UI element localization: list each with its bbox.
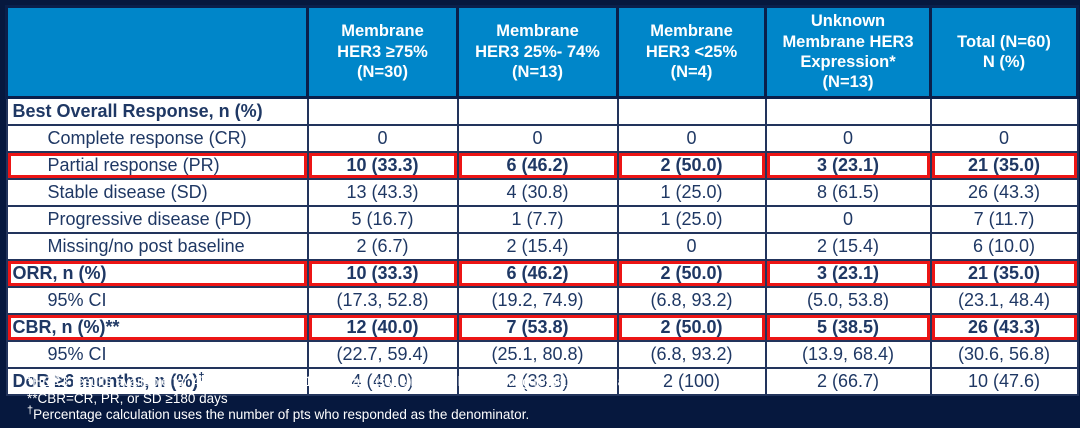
- cell: 2 (50.0): [616, 150, 767, 180]
- cell: 0: [456, 123, 619, 153]
- cell: 5 (38.5): [764, 312, 932, 342]
- cell: 3 (23.1): [764, 258, 932, 288]
- cell: 0: [616, 123, 767, 153]
- footnote-percentage-calculation: †Percentage calculation uses the number …: [27, 404, 530, 422]
- cell: 7 (53.8): [456, 312, 619, 342]
- table-row-complete-response: Complete response (CR) 0 0 0 0 0: [5, 123, 1079, 153]
- row-label: Progressive disease (PD): [5, 204, 309, 234]
- cell: 13 (43.3): [306, 177, 459, 207]
- cell: [764, 96, 932, 126]
- cell: 2 (100): [616, 366, 767, 396]
- header-row: Membrane HER3 ≥75% (N=30) Membrane HER3 …: [5, 5, 1079, 99]
- cell: (17.3, 52.8): [306, 285, 459, 315]
- table-row-stable-disease: Stable disease (SD) 13 (43.3) 4 (30.8) 1…: [5, 177, 1079, 207]
- dagger-marker: †: [27, 404, 34, 417]
- cell: 5 (16.7): [306, 204, 459, 234]
- cell: 0: [306, 123, 459, 153]
- cell: 2 (50.0): [616, 312, 767, 342]
- cell: 0: [929, 123, 1079, 153]
- cell: 21 (35.0): [929, 258, 1079, 288]
- cell: (23.1, 48.4): [929, 285, 1079, 315]
- cell: (13.9, 68.4): [764, 339, 932, 369]
- cell: 21 (35.0): [929, 150, 1079, 180]
- header-her3-ge75: Membrane HER3 ≥75% (N=30): [306, 5, 459, 99]
- cell: 2 (66.7): [764, 366, 932, 396]
- asterisk-marker: *: [27, 374, 33, 389]
- cell: (19.2, 74.9): [456, 285, 619, 315]
- row-label: CBR, n (%)**: [5, 312, 309, 342]
- cell: 0: [616, 231, 767, 261]
- row-label: 95% CI: [5, 339, 309, 369]
- double-asterisk-marker: **: [27, 390, 38, 406]
- cell: (22.7, 59.4): [306, 339, 459, 369]
- cell: [306, 96, 459, 126]
- header-her3-25-74: Membrane HER3 25%- 74% (N=13): [456, 5, 619, 99]
- row-label: Missing/no post baseline: [5, 231, 309, 261]
- row-label: Stable disease (SD): [5, 177, 309, 207]
- cell: 7 (11.7): [929, 204, 1079, 234]
- cell: 4 (30.8): [456, 177, 619, 207]
- table-row-dor: DoR ≥6 months, n (%)† 4 (40.0) 2 (33.3) …: [5, 366, 1079, 396]
- cell: 3 (23.1): [764, 150, 932, 180]
- row-label: DoR ≥6 months, n (%)†: [5, 366, 309, 396]
- cell: 1 (7.7): [456, 204, 619, 234]
- table-row-missing-no-post-baseline: Missing/no post baseline 2 (6.7) 2 (15.4…: [5, 231, 1079, 261]
- cell: 12 (40.0): [306, 312, 459, 342]
- row-label: ORR, n (%): [5, 258, 309, 288]
- table-row-orr-ci: 95% CI (17.3, 52.8) (19.2, 74.9) (6.8, 9…: [5, 285, 1079, 315]
- cell: 2 (15.4): [456, 231, 619, 261]
- table-row-partial-response: Partial response (PR) 10 (33.3) 6 (46.2)…: [5, 150, 1079, 180]
- cell: [929, 96, 1079, 126]
- footnote-her3-availability: *HER3 results available for 47 pts. Rema…: [27, 374, 647, 389]
- cell: 2 (50.0): [616, 258, 767, 288]
- cell: 2 (6.7): [306, 231, 459, 261]
- dagger-superscript: †: [198, 370, 205, 383]
- table-row-cbr-ci: 95% CI (22.7, 59.4) (25.1, 80.8) (6.8, 9…: [5, 339, 1079, 369]
- row-label: Partial response (PR): [5, 150, 309, 180]
- results-table: Membrane HER3 ≥75% (N=30) Membrane HER3 …: [5, 5, 1079, 396]
- cell: (5.0, 53.8): [764, 285, 932, 315]
- cell: (30.6, 56.8): [929, 339, 1079, 369]
- cell: [456, 96, 619, 126]
- cell: 26 (43.3): [929, 312, 1079, 342]
- row-label: 95% CI: [5, 285, 309, 315]
- cell: 0: [764, 123, 932, 153]
- header-total: Total (N=60) N (%): [929, 5, 1079, 99]
- footnotes: *HER3 results available for 47 pts. Rema…: [27, 374, 647, 424]
- table-row-best-overall-response: Best Overall Response, n (%): [5, 96, 1079, 126]
- cell: [616, 96, 767, 126]
- table-row-orr: ORR, n (%) 10 (33.3) 6 (46.2) 2 (50.0) 3…: [5, 258, 1079, 288]
- row-label: Complete response (CR): [5, 123, 309, 153]
- cell: 26 (43.3): [929, 177, 1079, 207]
- cell: 2 (15.4): [764, 231, 932, 261]
- header-unknown-her3: Unknown Membrane HER3 Expression* (N=13): [764, 5, 932, 99]
- cell: 6 (46.2): [456, 150, 619, 180]
- cell: 4 (40.0): [306, 366, 459, 396]
- cell: 6 (46.2): [456, 258, 619, 288]
- cell: 1 (25.0): [616, 177, 767, 207]
- row-label: Best Overall Response, n (%): [5, 96, 309, 126]
- header-empty: [5, 5, 309, 99]
- footnote-cbr-definition: **CBR=CR, PR, or SD ≥180 days: [27, 390, 228, 406]
- cell: 0: [764, 204, 932, 234]
- table-row-cbr: CBR, n (%)** 12 (40.0) 7 (53.8) 2 (50.0)…: [5, 312, 1079, 342]
- cell: 1 (25.0): [616, 204, 767, 234]
- cell: (25.1, 80.8): [456, 339, 619, 369]
- cell: 6 (10.0): [929, 231, 1079, 261]
- cell: 10 (47.6): [929, 366, 1079, 396]
- cell: 8 (61.5): [764, 177, 932, 207]
- header-her3-lt25: Membrane HER3 <25% (N=4): [616, 5, 767, 99]
- table-row-progressive-disease: Progressive disease (PD) 5 (16.7) 1 (7.7…: [5, 204, 1079, 234]
- cell: (6.8, 93.2): [616, 285, 767, 315]
- cell: 10 (33.3): [306, 150, 459, 180]
- cell: 2 (33.3): [456, 366, 619, 396]
- cell: 10 (33.3): [306, 258, 459, 288]
- cell: (6.8, 93.2): [616, 339, 767, 369]
